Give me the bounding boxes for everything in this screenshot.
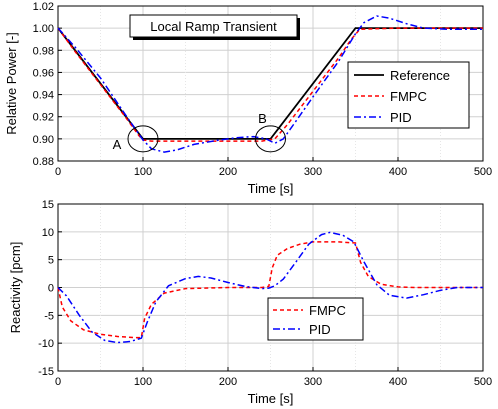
x-tick-label: 500 <box>474 376 492 388</box>
x-axis-label: Time [s] <box>248 391 294 406</box>
legend: FMPC PID <box>267 297 364 341</box>
y-tick-label: 5 <box>48 255 54 267</box>
y-axis-label: Reactivity [pcm] <box>8 242 23 334</box>
y-tick-label: 1.00 <box>33 23 54 35</box>
title-shadow-bottom <box>133 37 300 40</box>
y-tick-label: 0.96 <box>33 67 54 79</box>
chart-title: Local Ramp Transient <box>150 19 277 34</box>
x-tick-label: 400 <box>389 376 407 388</box>
annotation-label-a: A <box>113 137 122 152</box>
legend: Reference FMPC PID <box>347 61 470 129</box>
legend-frame <box>267 297 364 341</box>
y-tick-label: 1.02 <box>33 1 54 13</box>
x-tick-label: 300 <box>304 376 322 388</box>
series-line-pid <box>57 231 483 344</box>
x-tick-label: 100 <box>134 376 152 388</box>
annotation-label-b: B <box>258 111 267 126</box>
y-axis-label: Relative Power [-] <box>4 32 19 135</box>
y-tick-label: 10 <box>42 227 54 239</box>
y-tick-label: -5 <box>44 310 54 322</box>
y-tick-label: -10 <box>38 338 54 350</box>
bottom-chart-reactivity: 0 100 200 300 400 500 -15 -10 -5 0 5 10 15 Time [s] Re… <box>8 199 492 406</box>
legend-label-pid: PID <box>309 322 331 337</box>
series-line-pid <box>57 15 483 153</box>
x-tick-label: 200 <box>219 166 237 178</box>
legend-label-fmpc: FMPC <box>390 89 427 104</box>
y-tick-label: 0.98 <box>33 45 54 57</box>
legend-label-fmpc: FMPC <box>309 303 346 318</box>
top-chart-relative-power: 0 100 200 300 400 500 0.88 0.90 0.92 0.94 0.96 0.98… <box>4 1 492 196</box>
series-line-fmpc <box>57 27 483 142</box>
x-tick-label: 500 <box>474 166 492 178</box>
title-shadow-right <box>297 18 300 40</box>
y-tick-label: 15 <box>42 199 54 211</box>
chart-title-box: Local Ramp Transient <box>129 14 300 40</box>
legend-frame <box>347 61 470 129</box>
legend-label-reference: Reference <box>390 68 450 83</box>
series-line-fmpc <box>57 241 483 339</box>
y-tick-label: 0.90 <box>33 134 54 146</box>
x-tick-label: 300 <box>304 166 322 178</box>
y-tick-label: 0.94 <box>33 90 54 102</box>
legend-label-pid: PID <box>390 110 412 125</box>
x-axis-label: Time [s] <box>248 181 294 196</box>
x-tick-label: 400 <box>389 166 407 178</box>
y-tick-label: 0 <box>48 283 54 295</box>
x-tick-label: 100 <box>134 166 152 178</box>
y-tick-label: -15 <box>38 366 54 378</box>
annotation-circle-b <box>255 125 286 153</box>
plot-frame <box>57 5 484 162</box>
annotation-circle-a <box>127 125 159 153</box>
y-tick-label: 0.88 <box>33 156 54 168</box>
x-tick-label: 0 <box>55 166 61 178</box>
y-tick-label: 0.92 <box>33 112 54 124</box>
x-tick-label: 0 <box>55 376 61 388</box>
x-tick-label: 200 <box>219 376 237 388</box>
